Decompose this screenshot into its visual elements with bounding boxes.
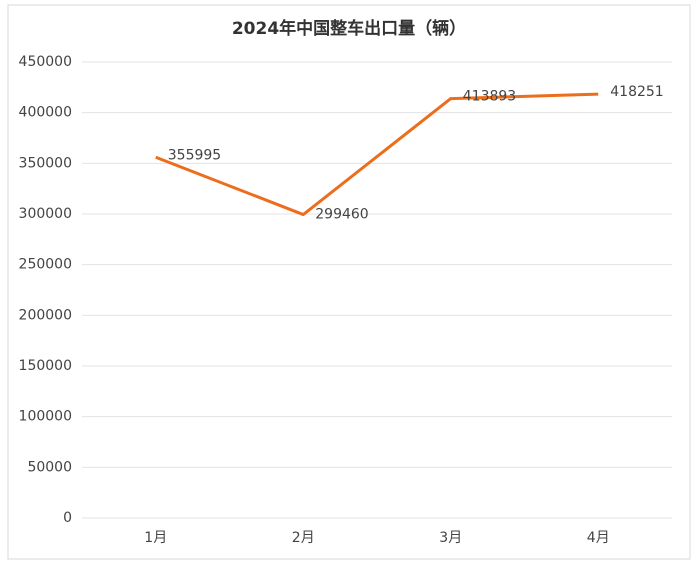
x-tick-label: 4月 xyxy=(587,530,610,546)
y-tick-label: 250000 xyxy=(19,257,72,273)
y-tick-label: 400000 xyxy=(19,105,72,121)
data-label: 413893 xyxy=(463,89,516,105)
data-label: 299460 xyxy=(315,207,368,223)
x-tick-label: 2月 xyxy=(292,530,315,546)
y-tick-label: 0 xyxy=(63,510,72,526)
y-tick-label: 350000 xyxy=(19,155,72,171)
line xyxy=(155,92,599,217)
y-tick-label: 200000 xyxy=(19,307,72,323)
y-tick-label: 100000 xyxy=(19,409,72,425)
x-tick-label: 3月 xyxy=(439,530,462,546)
chart-frame xyxy=(7,4,691,560)
chart-title: 2024年中国整车出口量（辆） xyxy=(232,18,466,39)
y-tick-label: 50000 xyxy=(27,459,72,475)
data-label: 355995 xyxy=(168,147,221,163)
x-tick-label: 1月 xyxy=(144,530,167,546)
data-label: 418251 xyxy=(610,84,663,100)
y-tick-label: 450000 xyxy=(19,54,72,70)
y-tick-label: 150000 xyxy=(19,358,72,374)
y-tick-label: 300000 xyxy=(19,206,72,222)
